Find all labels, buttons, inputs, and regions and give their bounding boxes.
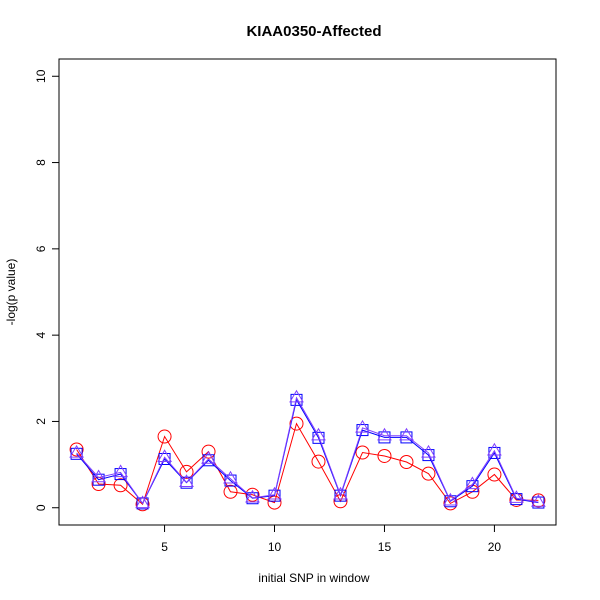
data-point-circle xyxy=(377,448,392,463)
data-point-triangle xyxy=(443,492,458,506)
data-point-triangle xyxy=(245,489,260,503)
data-point-circle xyxy=(157,429,172,444)
y-tick-label: 8 xyxy=(34,159,48,166)
data-point-circle xyxy=(355,445,370,460)
data-point-circle xyxy=(399,455,414,470)
data-point-circle xyxy=(201,444,216,459)
data-point-square xyxy=(202,454,215,467)
data-point-circle xyxy=(179,464,194,479)
data-point-triangle xyxy=(91,469,106,483)
y-tick-label: 6 xyxy=(34,245,48,252)
x-tick-label: 5 xyxy=(161,540,168,554)
data-point-triangle xyxy=(509,490,524,503)
data-point-circle xyxy=(421,466,436,481)
series-layer xyxy=(69,389,546,512)
data-point-triangle xyxy=(113,464,128,478)
series-line xyxy=(76,396,539,505)
chart-title: KIAA0350-Affected xyxy=(246,23,381,40)
data-point-triangle xyxy=(377,427,392,441)
series-circle xyxy=(69,416,546,512)
data-point-triangle xyxy=(289,389,304,403)
data-point-circle xyxy=(113,478,128,493)
y-axis: 0 2 4 6 8 10 xyxy=(34,69,60,511)
data-point-triangle xyxy=(421,444,436,458)
y-axis-label: -log(p value) xyxy=(4,259,18,326)
data-point-triangle xyxy=(465,476,480,490)
data-point-square xyxy=(334,489,347,502)
series-triangle xyxy=(69,389,546,509)
data-point-triangle xyxy=(267,486,282,500)
y-tick-label: 4 xyxy=(34,331,48,338)
x-axis-label: initial SNP in window xyxy=(258,571,369,585)
data-point-square xyxy=(532,496,545,509)
data-point-triangle xyxy=(69,444,84,458)
data-point-triangle xyxy=(223,470,238,484)
data-point-square xyxy=(70,447,83,460)
data-point-square xyxy=(246,492,259,505)
data-point-square xyxy=(444,495,457,508)
y-tick-label: 10 xyxy=(34,69,48,83)
data-point-circle xyxy=(223,484,238,499)
x-tick-label: 10 xyxy=(268,540,282,554)
data-point-triangle xyxy=(333,486,348,500)
data-point-triangle xyxy=(399,427,414,441)
data-point-triangle xyxy=(201,451,216,464)
data-point-triangle xyxy=(157,449,172,462)
data-point-triangle xyxy=(179,474,194,487)
data-point-circle xyxy=(69,442,84,457)
data-point-triangle xyxy=(531,494,546,507)
y-tick-label: 2 xyxy=(34,418,48,425)
data-point-circle xyxy=(487,467,502,482)
data-point-circle xyxy=(311,454,326,469)
data-point-circle xyxy=(245,487,260,502)
x-tick-label: 15 xyxy=(378,540,392,554)
data-point-triangle xyxy=(135,495,150,509)
data-point-circle xyxy=(443,496,458,511)
data-point-triangle xyxy=(487,442,502,456)
data-point-triangle xyxy=(355,419,370,433)
series-square xyxy=(70,393,545,510)
data-point-square xyxy=(180,476,193,489)
x-tick-label: 20 xyxy=(488,540,502,554)
data-point-square xyxy=(136,497,149,510)
plot-frame xyxy=(58,58,557,526)
data-point-triangle xyxy=(311,427,326,441)
data-point-circle xyxy=(289,416,304,431)
data-point-circle xyxy=(531,493,546,508)
series-line xyxy=(76,422,539,506)
series-line xyxy=(76,398,539,505)
x-axis: 5 10 15 20 xyxy=(161,524,502,554)
y-tick-label: 0 xyxy=(34,504,48,511)
